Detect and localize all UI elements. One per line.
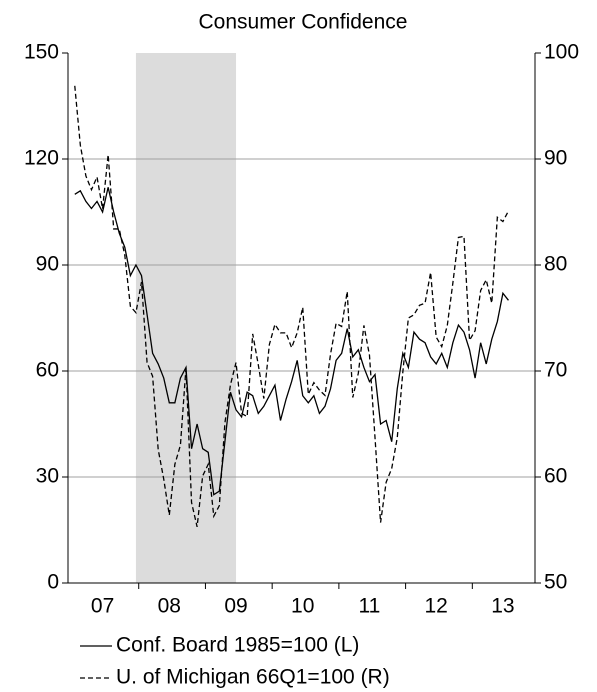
x-tick-label: 08 xyxy=(158,595,181,618)
y-tick-label: 90 xyxy=(36,253,59,276)
y-tick-label: 0 xyxy=(47,571,59,594)
chart-title: Consumer Confidence xyxy=(199,11,408,34)
y2-tick-label: 60 xyxy=(544,465,567,488)
x-tick-label: 11 xyxy=(359,595,381,618)
x-tick-label: 09 xyxy=(224,595,247,618)
series-line xyxy=(74,85,510,527)
legend-label: Conf. Board 1985=100 (L) xyxy=(116,634,359,657)
y2-tick-label: 100 xyxy=(544,41,579,64)
y-tick-label: 120 xyxy=(24,147,59,170)
y-tick-label: 30 xyxy=(36,465,59,488)
x-tick-label: 07 xyxy=(91,595,114,618)
y2-tick-label: 80 xyxy=(544,253,567,276)
series-line xyxy=(74,187,509,496)
y-tick-label: 150 xyxy=(24,41,59,64)
y2-tick-label: 90 xyxy=(544,147,567,170)
x-tick-label: 10 xyxy=(291,595,314,618)
legend-label: U. of Michigan 66Q1=100 (R) xyxy=(116,666,390,689)
x-tick-label: 13 xyxy=(491,595,514,618)
y2-tick-label: 50 xyxy=(544,571,567,594)
recession-shade xyxy=(135,53,237,583)
x-tick-label: 12 xyxy=(425,595,448,618)
y-tick-label: 60 xyxy=(36,359,59,382)
y2-tick-label: 70 xyxy=(544,359,567,382)
